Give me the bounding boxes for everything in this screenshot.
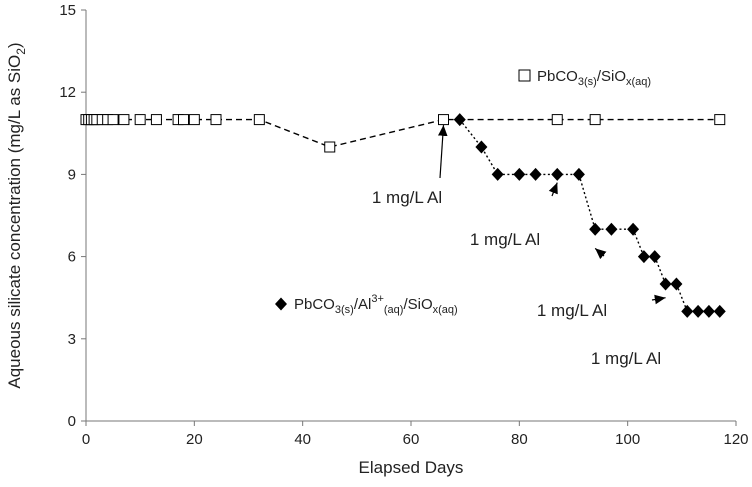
annotation-text: 1 mg/L Al [372, 188, 442, 207]
data-point-diamond [659, 277, 672, 291]
data-point-diamond [702, 304, 715, 318]
data-point-square [118, 114, 130, 126]
annotation-arrow [594, 247, 607, 260]
data-point-diamond [692, 304, 705, 318]
x-axis-title: Elapsed Days [359, 458, 464, 477]
data-point-square [714, 114, 726, 126]
data-point-diamond [637, 250, 650, 264]
data-point-diamond [713, 304, 726, 318]
legend-label-2: PbCO3(s)/Al3+(aq)/SiOx(aq) [294, 293, 458, 316]
data-point-diamond [529, 167, 542, 181]
data-point-square [253, 114, 265, 126]
data-point-diamond [670, 277, 683, 291]
series-layer [80, 113, 726, 318]
annotation-text: 1 mg/L Al [537, 301, 607, 320]
annotation-text: 1 mg/L Al [591, 349, 661, 368]
x-tick-label: 80 [511, 431, 528, 448]
data-point-square [438, 114, 449, 126]
data-point-diamond [627, 222, 640, 236]
data-point-square [150, 114, 162, 126]
data-point-diamond [551, 167, 564, 181]
data-point-diamond [681, 304, 694, 318]
data-point-diamond [453, 113, 466, 127]
data-point-diamond [605, 222, 618, 236]
data-point-diamond [513, 167, 526, 181]
annotation-arrow [651, 294, 666, 305]
data-point-diamond [475, 140, 488, 154]
y-axis-title: Aqueous silicate concentration (mg/L as … [5, 42, 28, 388]
y-tick-label: 15 [59, 2, 76, 19]
data-point-diamond [648, 250, 661, 264]
y-tick-label: 6 [68, 249, 76, 266]
data-point-square [188, 114, 200, 126]
data-point-square [178, 114, 189, 126]
x-tick-label: 40 [294, 431, 311, 448]
data-point-diamond [572, 167, 585, 181]
x-tick-label: 20 [186, 431, 203, 448]
x-tick-label: 60 [403, 431, 420, 448]
data-point-square [589, 114, 601, 126]
y-tick-label: 0 [68, 413, 76, 430]
legend-label-1: PbCO3(s)/SiOx(aq) [537, 68, 651, 88]
x-tick-label: 0 [82, 431, 90, 448]
legend-marker-square [518, 69, 531, 82]
annotation-arrow [437, 125, 448, 179]
x-tick-label: 100 [615, 431, 640, 448]
legend: PbCO3(s)/SiOx(aq) PbCO3(s)/Al3+(aq)/SiOx(… [275, 68, 651, 316]
y-tick-label: 3 [68, 331, 76, 348]
data-point-square [324, 141, 336, 153]
data-point-square [107, 114, 119, 126]
data-point-square [210, 114, 222, 126]
y-tick-label: 12 [59, 84, 76, 101]
annotation-text: 1 mg/L Al [470, 230, 540, 249]
data-point-square [551, 114, 563, 126]
data-point-diamond [491, 167, 504, 181]
annotations: 1 mg/L Al 1 mg/L Al 1 mg/L Al 1 mg/L Al [372, 125, 666, 368]
x-tick-label: 120 [723, 431, 748, 448]
legend-marker-diamond [275, 297, 287, 311]
data-point-square [134, 114, 146, 126]
axes: 0 3 6 9 12 15 0 20 40 60 80 100 120 Elapsed Days Aqueo… [5, 2, 749, 477]
data-point-diamond [589, 222, 602, 236]
annotation-arrow [548, 182, 558, 197]
y-tick-label: 9 [68, 166, 76, 183]
